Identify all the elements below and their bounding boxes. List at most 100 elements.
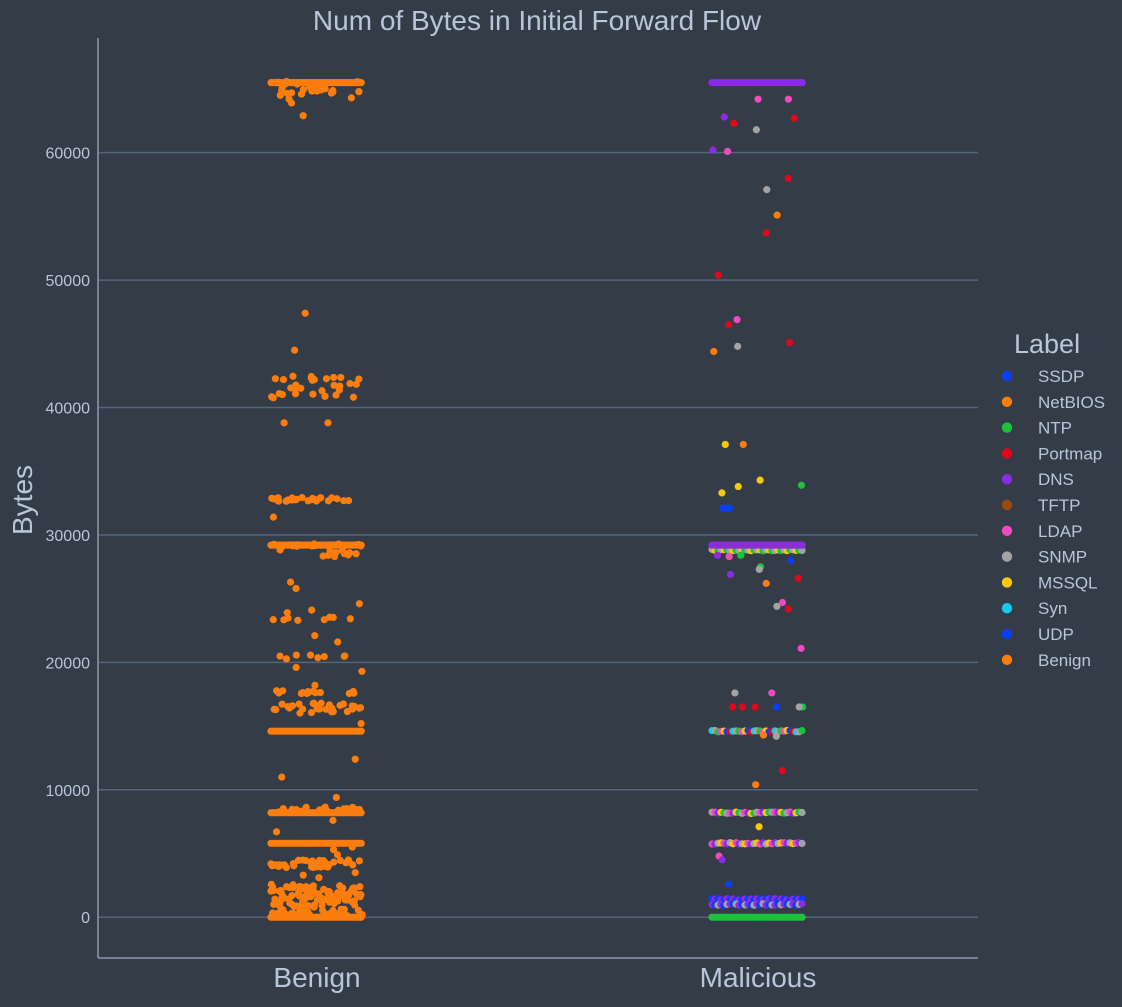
data-point: [286, 899, 294, 907]
data-point: [288, 542, 297, 550]
data-point: [297, 384, 305, 392]
data-point: [301, 309, 309, 317]
data-point: [784, 605, 792, 613]
data-point: [351, 755, 359, 763]
data-point: [322, 705, 330, 713]
data-point: [728, 703, 737, 711]
data-point: [284, 496, 292, 504]
data-point: [283, 609, 291, 617]
data-point: [332, 793, 340, 802]
data-point: [292, 663, 300, 672]
legend-marker: [1001, 396, 1013, 407]
y-tick-label: 50000: [46, 273, 91, 290]
data-point: [333, 851, 342, 859]
data-point: [320, 896, 328, 904]
data-point: [778, 598, 787, 607]
y-tick-label: 60000: [46, 146, 91, 163]
data-point: [269, 513, 278, 521]
data-point: [345, 858, 353, 866]
data-point: [330, 381, 338, 389]
data-point: [322, 862, 330, 871]
data-point: [347, 94, 355, 102]
data-point: [343, 707, 351, 716]
data-point: [288, 891, 296, 900]
data-point: [287, 910, 295, 918]
data-point: [278, 773, 286, 781]
data-point: [291, 390, 300, 398]
data-point: [270, 495, 278, 503]
data-point: [337, 905, 345, 913]
data-point: [313, 705, 321, 713]
data-point: [309, 390, 317, 398]
data-point: [329, 816, 337, 824]
data-point: [798, 900, 806, 908]
legend-label: Benign: [1038, 651, 1091, 670]
data-point: [720, 113, 728, 121]
data-point: [318, 387, 326, 395]
data-point: [798, 726, 806, 735]
data-point: [798, 895, 806, 903]
data-point: [756, 476, 764, 484]
data-point: [336, 882, 344, 890]
data-point: [287, 89, 296, 97]
data-point: [280, 419, 288, 427]
legend-label: NTP: [1038, 419, 1072, 438]
data-point: [299, 871, 307, 879]
data-point: [279, 687, 287, 695]
data-point: [307, 496, 316, 504]
data-point: [798, 839, 806, 848]
data-point: [714, 271, 722, 279]
data-point: [725, 880, 733, 888]
data-point: [336, 856, 344, 865]
data-point: [276, 542, 284, 550]
legend-marker: [1001, 551, 1013, 562]
data-point: [346, 379, 354, 388]
data-point: [311, 632, 319, 640]
data-point: [299, 705, 307, 713]
data-point: [294, 910, 302, 918]
legend: Label SSDP NetBIOS NTP Portmap DNS TFTP LDAP SN…: [1001, 329, 1105, 670]
data-point: [307, 858, 315, 867]
data-point: [314, 86, 322, 94]
data-point: [314, 654, 322, 662]
data-point: [795, 703, 803, 711]
data-point: [345, 689, 353, 698]
data-point: [337, 373, 345, 382]
data-point: [738, 703, 746, 711]
data-point: [337, 541, 346, 549]
y-tick-label: 0: [81, 910, 90, 927]
data-point: [768, 689, 776, 697]
data-point: [340, 652, 348, 660]
data-point: [274, 862, 283, 871]
data-point: [343, 549, 351, 558]
grid-layer: [98, 151, 978, 918]
data-point: [790, 114, 798, 122]
data-point: [755, 823, 763, 831]
data-point: [332, 548, 340, 557]
data-point: [298, 807, 306, 815]
data-point: [710, 347, 718, 356]
data-point: [281, 80, 289, 88]
legend-marker: [1001, 654, 1013, 665]
data-point: [348, 843, 356, 851]
data-point: [271, 375, 279, 383]
data-point: [294, 616, 302, 624]
data-point: [734, 342, 742, 350]
data-point: [299, 112, 307, 120]
legend-marker: [1001, 448, 1013, 459]
data-point: [778, 767, 786, 775]
data-point: [353, 78, 361, 86]
data-point: [798, 913, 806, 921]
data-point: [718, 856, 726, 864]
data-point: [348, 702, 356, 710]
data-point: [276, 91, 284, 99]
data-point: [297, 90, 306, 98]
data-point: [310, 542, 318, 550]
data-point: [772, 703, 781, 711]
data-point: [334, 638, 342, 646]
data-point: [351, 869, 359, 877]
ticks-layer: 0 10000 20000 30000 40000 50000 60000 Benign Mal…: [46, 146, 817, 993]
data-point: [355, 88, 363, 96]
data-point: [270, 705, 278, 713]
